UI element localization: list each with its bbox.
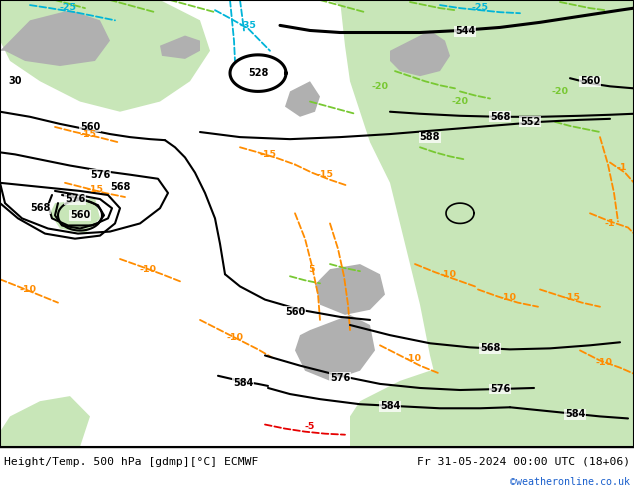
Text: -10: -10 xyxy=(404,354,422,363)
Text: 576: 576 xyxy=(490,384,510,394)
Text: -25: -25 xyxy=(472,2,489,12)
Text: 568: 568 xyxy=(110,182,130,192)
Polygon shape xyxy=(295,315,375,381)
Text: -15: -15 xyxy=(86,185,103,195)
Polygon shape xyxy=(160,36,200,59)
Text: -35: -35 xyxy=(240,21,256,30)
Text: Height/Temp. 500 hPa [gdmp][°C] ECMWF: Height/Temp. 500 hPa [gdmp][°C] ECMWF xyxy=(4,457,259,467)
Polygon shape xyxy=(290,0,634,86)
Text: 560: 560 xyxy=(70,210,90,221)
Text: 576: 576 xyxy=(65,194,85,204)
Text: 560: 560 xyxy=(80,122,100,132)
Polygon shape xyxy=(350,345,634,447)
Text: 576: 576 xyxy=(90,170,110,180)
Text: 5: 5 xyxy=(309,265,315,273)
Polygon shape xyxy=(50,198,100,234)
Text: 560: 560 xyxy=(580,76,600,86)
Text: -5: -5 xyxy=(305,422,315,431)
Text: -20: -20 xyxy=(372,82,389,91)
Polygon shape xyxy=(285,81,320,117)
Text: -10: -10 xyxy=(139,265,157,273)
Polygon shape xyxy=(315,264,385,315)
Text: 528: 528 xyxy=(248,68,268,78)
Polygon shape xyxy=(390,30,450,76)
Text: -20: -20 xyxy=(552,87,569,96)
Text: 544: 544 xyxy=(455,26,475,36)
Text: 568: 568 xyxy=(490,112,510,122)
Text: -1: -1 xyxy=(617,163,627,172)
Polygon shape xyxy=(340,0,634,447)
Text: -10: -10 xyxy=(20,285,37,294)
Text: 560: 560 xyxy=(285,307,305,317)
Text: 584: 584 xyxy=(565,409,585,419)
Polygon shape xyxy=(0,396,90,447)
Text: -15: -15 xyxy=(564,293,581,302)
Text: ©weatheronline.co.uk: ©weatheronline.co.uk xyxy=(510,477,630,487)
Text: -15: -15 xyxy=(79,129,96,139)
Text: Fr 31-05-2024 00:00 UTC (18+06): Fr 31-05-2024 00:00 UTC (18+06) xyxy=(417,457,630,467)
Text: 568: 568 xyxy=(30,203,50,213)
Text: 552: 552 xyxy=(520,117,540,127)
Text: -15: -15 xyxy=(316,170,333,179)
Text: -10: -10 xyxy=(226,333,243,342)
Text: -20: -20 xyxy=(451,97,469,106)
Text: -25: -25 xyxy=(60,2,77,12)
Text: 584: 584 xyxy=(380,401,400,411)
Polygon shape xyxy=(0,0,210,112)
Text: -10: -10 xyxy=(500,293,517,302)
Polygon shape xyxy=(380,371,540,447)
Text: 576: 576 xyxy=(330,373,350,383)
Text: 584: 584 xyxy=(233,378,253,388)
Text: 588: 588 xyxy=(420,132,440,142)
Text: -10: -10 xyxy=(439,270,456,279)
Text: -15: -15 xyxy=(259,150,276,159)
Text: 30: 30 xyxy=(8,76,22,86)
Text: 568: 568 xyxy=(480,343,500,353)
Polygon shape xyxy=(0,0,100,46)
Text: -1: -1 xyxy=(605,219,615,228)
Text: -10: -10 xyxy=(595,358,612,367)
Polygon shape xyxy=(0,10,110,66)
